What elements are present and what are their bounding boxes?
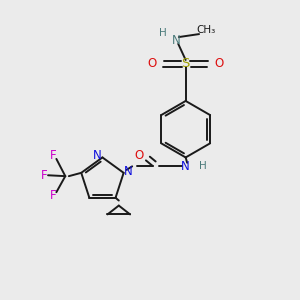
Text: N: N <box>93 149 101 162</box>
Text: N: N <box>181 160 190 173</box>
Text: F: F <box>50 189 57 202</box>
Text: N: N <box>124 165 133 178</box>
Text: H: H <box>160 28 167 38</box>
Text: S: S <box>182 57 190 70</box>
Text: CH₃: CH₃ <box>196 25 215 34</box>
Text: O: O <box>148 57 157 70</box>
Text: F: F <box>41 169 48 182</box>
Text: O: O <box>214 57 224 70</box>
Text: H: H <box>199 161 207 171</box>
Text: F: F <box>50 149 57 162</box>
Text: N: N <box>172 34 181 46</box>
Text: O: O <box>134 149 143 162</box>
